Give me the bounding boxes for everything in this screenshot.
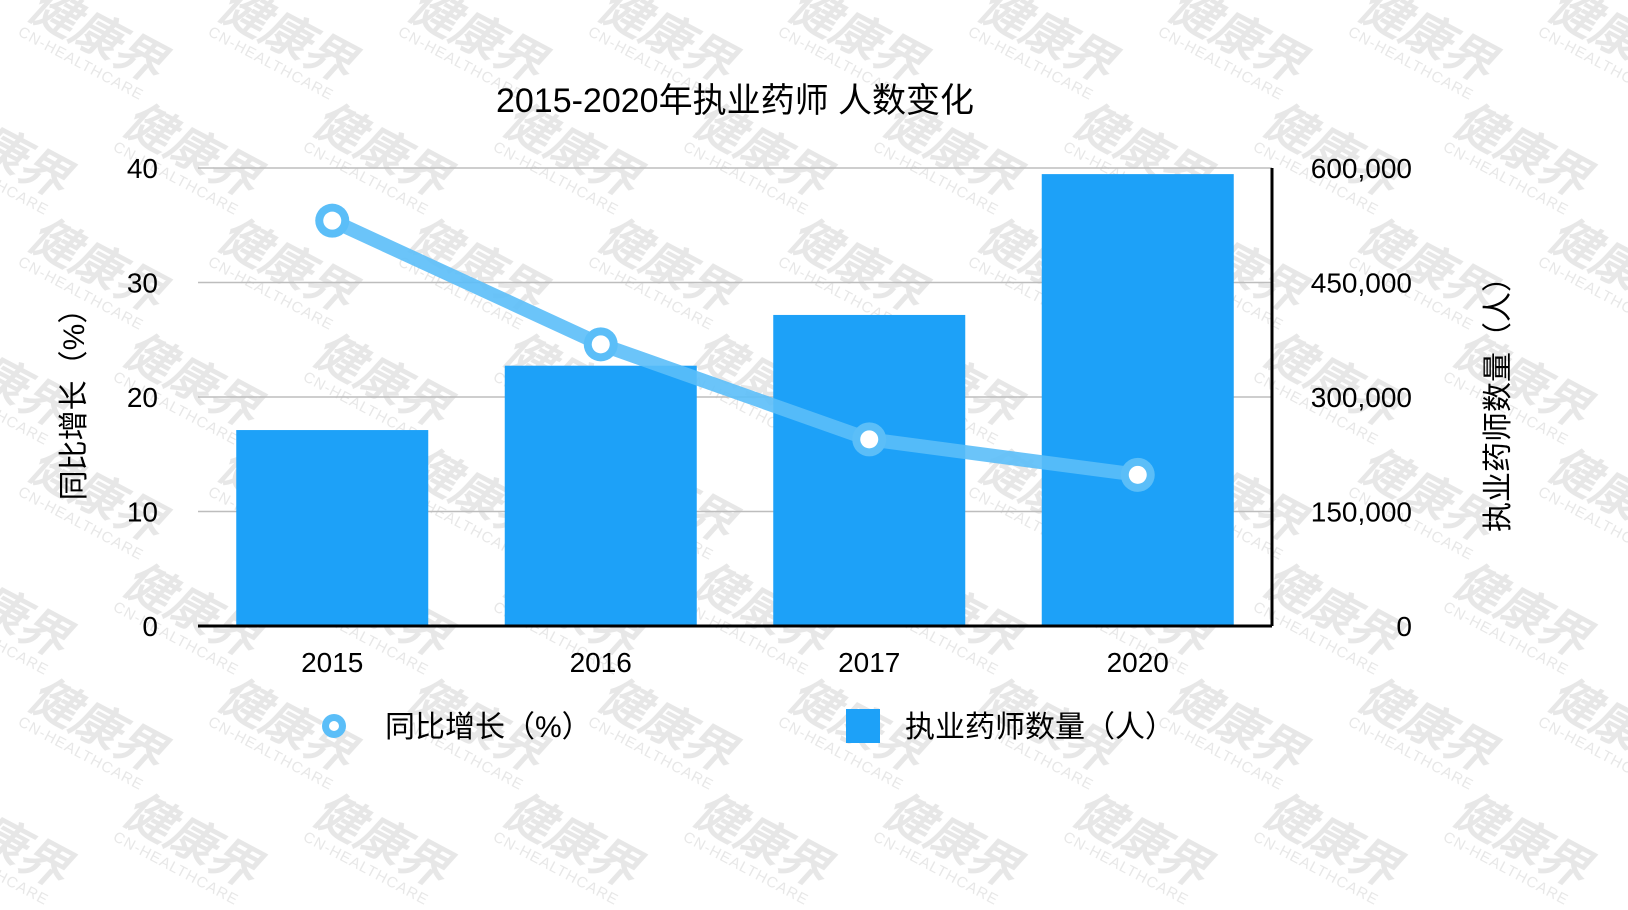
- growth-point-center: [860, 430, 879, 449]
- y-right-tick-label: 600,000: [1311, 153, 1412, 184]
- growth-point-center: [1128, 465, 1147, 484]
- y-left-axis-title: 同比增长（%）: [58, 294, 91, 501]
- y-left-tick-label: 20: [127, 382, 158, 413]
- bar-2017: [773, 314, 966, 626]
- bar-2020: [1041, 174, 1234, 626]
- bar-2015: [236, 430, 429, 626]
- bar-2016: [504, 365, 697, 626]
- growth-point-center: [591, 335, 610, 354]
- y-left-tick-label: 30: [127, 268, 158, 299]
- legend-line-icon-center: [329, 721, 339, 731]
- chart-title: 2015-2020年执业药师 人数变化: [496, 82, 974, 120]
- y-left-tick-label: 10: [127, 497, 158, 528]
- legend-bar-label: 执业药师数量（人）: [905, 711, 1175, 744]
- x-tick-label: 2017: [838, 647, 900, 678]
- y-right-axis-title: 执业药师数量（人）: [1482, 262, 1515, 532]
- y-right-tick-label: 300,000: [1311, 382, 1412, 413]
- y-left-tick-label: 40: [127, 153, 158, 184]
- legend-line-label: 同比增长（%）: [385, 711, 592, 744]
- legend-bar-icon: [846, 709, 880, 743]
- x-tick-label: 2020: [1107, 647, 1169, 678]
- y-left-tick-label: 0: [142, 611, 158, 642]
- growth-point-center: [323, 211, 342, 230]
- y-right-tick-label: 0: [1396, 611, 1412, 642]
- y-right-tick-label: 150,000: [1311, 497, 1412, 528]
- combo-chart: 2015-2020年执业药师 人数变化 0 10 20 30 40 0 150,000 300,…: [58, 82, 1515, 744]
- y-right-tick-label: 450,000: [1311, 268, 1412, 299]
- growth-line: [329, 214, 1139, 482]
- x-tick-label: 2016: [570, 647, 632, 678]
- x-tick-label: 2015: [301, 647, 363, 678]
